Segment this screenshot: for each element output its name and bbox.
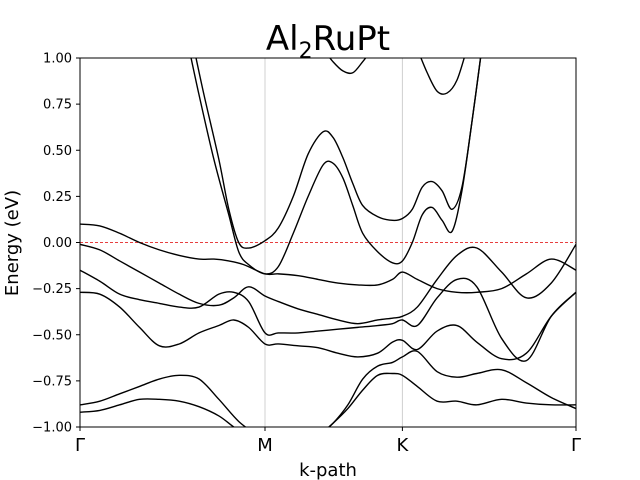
y-tick-label: 0.75 bbox=[43, 98, 72, 113]
band-line-4 bbox=[80, 291, 576, 361]
x-axis-label: k-path bbox=[299, 460, 357, 480]
y-tick-label: 1.00 bbox=[43, 52, 72, 67]
chart-title: Al2RuPt bbox=[266, 19, 390, 64]
band-line-2 bbox=[80, 243, 576, 325]
band-line-12 bbox=[420, 58, 465, 95]
band-line-11 bbox=[329, 58, 367, 75]
y-tick-label: −0.75 bbox=[32, 374, 72, 389]
kpoint-label: Γ bbox=[571, 435, 581, 456]
y-axis-label: Energy (eV) bbox=[2, 190, 23, 296]
title-subscript: 2 bbox=[299, 39, 313, 64]
band-line-6 bbox=[80, 398, 236, 427]
title-base-1: Al bbox=[266, 19, 299, 59]
band-line-9 bbox=[195, 58, 482, 249]
y-tick-label: −0.50 bbox=[32, 328, 72, 343]
y-tick-label: 0.50 bbox=[43, 144, 72, 159]
band-line-7 bbox=[327, 372, 576, 427]
kpoint-label: M bbox=[257, 435, 273, 456]
y-tick-label: 0.25 bbox=[43, 190, 72, 205]
y-tick-label: 0.00 bbox=[43, 236, 72, 251]
band-line-8 bbox=[328, 350, 576, 427]
kpoint-label: K bbox=[396, 435, 409, 456]
bands-group bbox=[80, 58, 576, 427]
plot-area: 1.00 0.75 0.50 0.25 0.00 −0.25 −0.50 −0.75 −1.00… bbox=[32, 52, 581, 457]
band-line-10 bbox=[190, 58, 482, 275]
band-line-3 bbox=[80, 269, 576, 362]
y-tick-label: −0.25 bbox=[32, 282, 72, 297]
band-line-5 bbox=[80, 374, 247, 427]
y-tick-label: −1.00 bbox=[32, 421, 72, 436]
title-base-2: RuPt bbox=[313, 19, 390, 59]
band-line-1 bbox=[80, 223, 576, 294]
kpoint-label: Γ bbox=[75, 435, 85, 456]
